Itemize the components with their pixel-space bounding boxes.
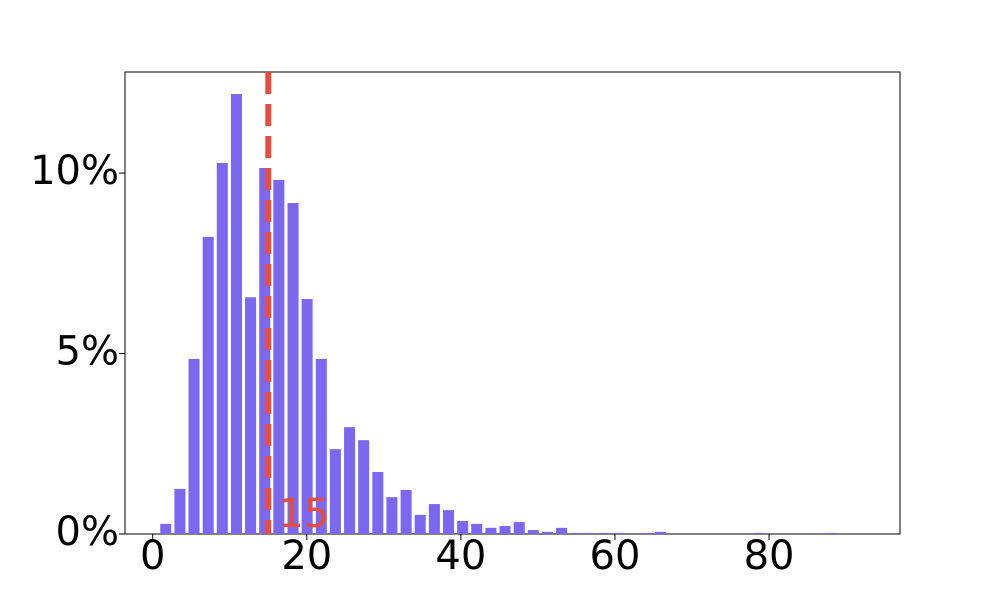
bar [188,358,200,534]
threshold-label: 15 [278,491,329,537]
bar [372,471,384,534]
bar [160,523,172,534]
bar [655,531,667,534]
bar [329,449,341,534]
y-tick-label: 10% [30,148,119,194]
bar [753,532,765,534]
bar [400,489,412,534]
bar [442,510,454,534]
bar [471,523,483,534]
bar [824,532,836,534]
bar [598,532,610,534]
bar [612,532,624,534]
bar [259,168,271,534]
bar [570,532,582,534]
bar [386,497,398,534]
bar [584,532,596,534]
plot-frame [124,71,901,535]
bar [640,532,652,534]
y-tick-label: 5% [56,329,119,375]
x-tick-label: 40 [435,533,486,579]
x-tick-label: 20 [281,533,332,579]
bar [457,521,469,534]
bar [414,514,426,534]
bar [315,358,327,534]
x-tick-label: 80 [744,533,795,579]
y-tick-label: 0% [56,509,119,555]
bar [273,179,285,534]
bar [202,236,214,535]
bar [287,203,299,534]
bar [513,522,525,534]
bar [301,299,313,534]
x-tick-label: 60 [590,533,641,579]
bar [344,427,356,534]
bar [428,504,440,534]
bar [216,162,228,535]
bar [485,527,497,534]
bar [230,94,242,535]
bar [556,527,568,534]
bar [499,526,511,534]
bar [358,440,370,534]
bar [245,297,257,534]
x-tick-label: 0 [140,533,165,579]
bar [527,530,539,534]
bar [541,531,553,534]
bar [174,488,186,534]
